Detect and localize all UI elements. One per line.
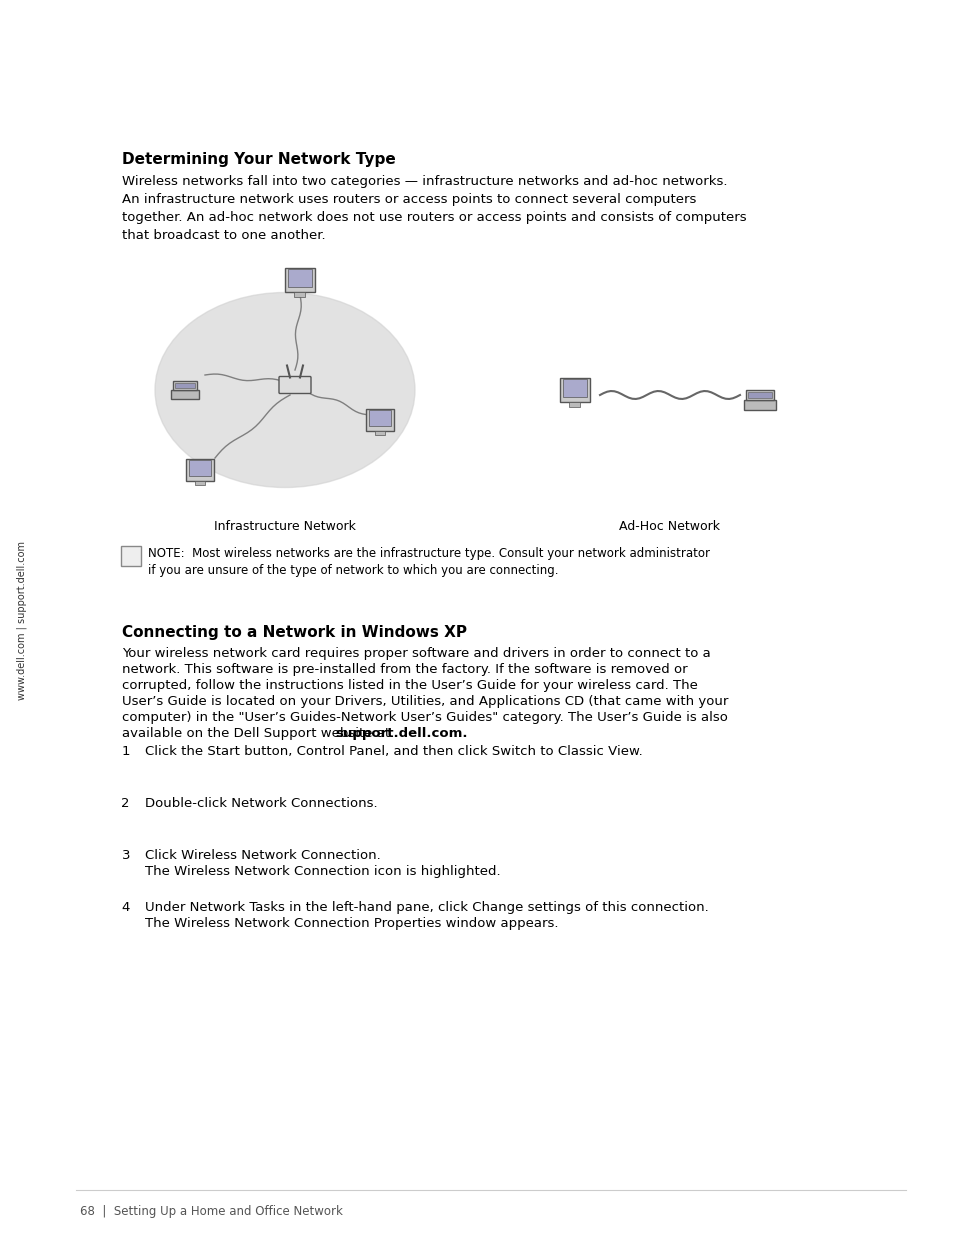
FancyBboxPatch shape [189,459,211,475]
Text: computer) in the "User’s Guides-Network User’s Guides" category. The User’s Guid: computer) in the "User’s Guides-Network … [122,711,727,724]
Text: Determining Your Network Type: Determining Your Network Type [122,152,395,167]
Text: network. This software is pre-installed from the factory. If the software is rem: network. This software is pre-installed … [122,663,687,676]
Text: The Wireless Network Connection icon is highlighted.: The Wireless Network Connection icon is … [145,864,500,878]
FancyBboxPatch shape [121,546,141,566]
Ellipse shape [154,293,415,488]
FancyBboxPatch shape [366,409,394,431]
FancyBboxPatch shape [747,391,771,398]
FancyBboxPatch shape [569,403,579,406]
Text: available on the Dell Support website at: available on the Dell Support website at [122,727,394,740]
Text: Your wireless network card requires proper software and drivers in order to conn: Your wireless network card requires prop… [122,647,710,659]
Text: Wireless networks fall into two categories — infrastructure networks and ad-hoc : Wireless networks fall into two categori… [122,175,746,242]
Text: Click the Start button, Control Panel, and then click Switch to Classic View.: Click the Start button, Control Panel, a… [145,745,642,758]
FancyBboxPatch shape [278,377,311,394]
FancyBboxPatch shape [375,431,385,435]
FancyBboxPatch shape [745,390,773,400]
Text: Click Wireless Network Connection.: Click Wireless Network Connection. [145,848,380,862]
FancyBboxPatch shape [171,390,199,399]
Text: NOTE:  Most wireless networks are the infrastructure type. Consult your network : NOTE: Most wireless networks are the inf… [148,547,709,577]
Text: Double-click Network Connections.: Double-click Network Connections. [145,797,377,810]
Text: www.dell.com | support.dell.com: www.dell.com | support.dell.com [17,541,28,699]
FancyBboxPatch shape [562,379,586,396]
Text: 2: 2 [121,797,130,810]
Text: The Wireless Network Connection Properties window appears.: The Wireless Network Connection Properti… [145,918,558,930]
FancyBboxPatch shape [369,410,391,426]
Text: 4: 4 [121,902,130,914]
FancyBboxPatch shape [743,400,775,410]
Text: N: N [127,551,135,561]
FancyBboxPatch shape [172,382,197,390]
Text: Connecting to a Network in Windows XP: Connecting to a Network in Windows XP [122,625,467,640]
Text: 3: 3 [121,848,130,862]
Text: Under Network Tasks in the left-hand pane, click Change settings of this connect: Under Network Tasks in the left-hand pan… [145,902,708,914]
Text: 68  |  Setting Up a Home and Office Network: 68 | Setting Up a Home and Office Networ… [80,1205,342,1218]
Text: corrupted, follow the instructions listed in the User’s Guide for your wireless : corrupted, follow the instructions liste… [122,679,698,692]
Text: Infrastructure Network: Infrastructure Network [213,520,355,534]
FancyBboxPatch shape [288,269,312,287]
Text: 1: 1 [121,745,130,758]
FancyBboxPatch shape [186,459,213,480]
Text: User’s Guide is located on your Drivers, Utilities, and Applications CD (that ca: User’s Guide is located on your Drivers,… [122,695,727,708]
FancyBboxPatch shape [559,378,590,403]
FancyBboxPatch shape [284,268,315,293]
Text: support.dell.com.: support.dell.com. [335,727,467,740]
FancyBboxPatch shape [194,480,205,485]
Text: Ad-Hoc Network: Ad-Hoc Network [618,520,720,534]
FancyBboxPatch shape [294,293,305,296]
FancyBboxPatch shape [174,383,195,388]
